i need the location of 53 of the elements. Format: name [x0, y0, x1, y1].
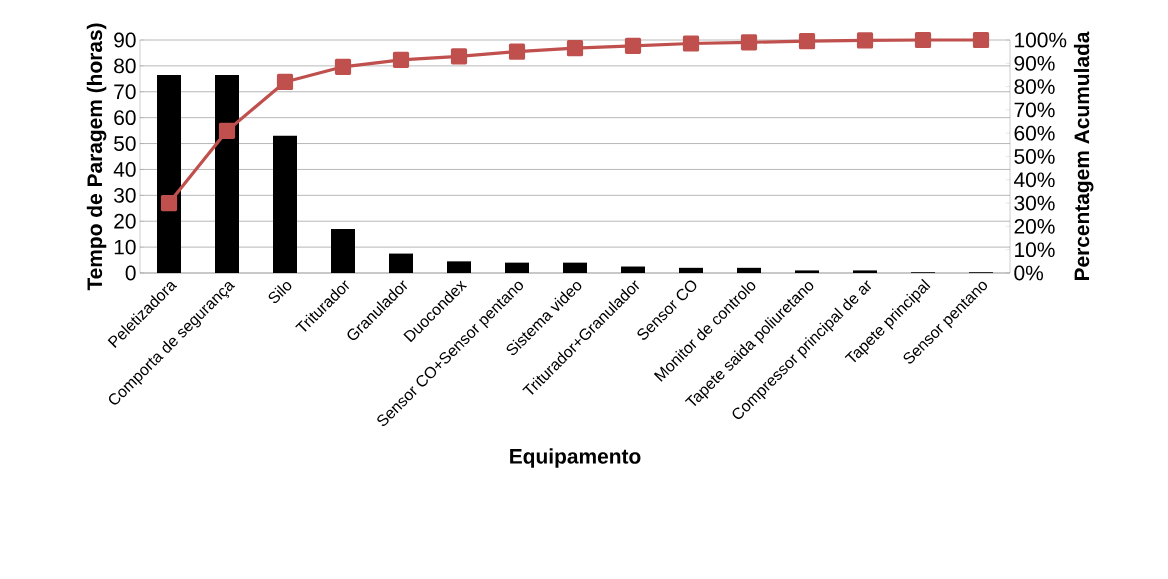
- y-tick-label: 90: [114, 32, 136, 48]
- point: [450, 48, 468, 65]
- y-axis-title: Tempo de Paragem (horas): [86, 23, 107, 291]
- y-tick-label: 60: [114, 110, 136, 126]
- y2-axis-title: Percentagem Acumulada: [1073, 31, 1094, 281]
- bar: [447, 261, 471, 273]
- point: [682, 35, 700, 52]
- bar: [505, 262, 529, 273]
- y-tick-label: 30: [114, 187, 136, 203]
- y2-tick-label: 30%: [1014, 195, 1055, 211]
- bar: [737, 267, 762, 273]
- bar: [157, 74, 181, 273]
- point: [160, 194, 178, 212]
- point: [972, 31, 990, 49]
- bar: [621, 266, 646, 273]
- y2-tick-label: 100%: [1015, 32, 1067, 48]
- point: [624, 37, 642, 54]
- x-axis-title: Equipamento: [510, 448, 641, 468]
- y-tick-label: 50: [114, 136, 136, 151]
- bar: [389, 253, 413, 273]
- y2-tick-label: 0%: [1014, 265, 1044, 281]
- y-tick-label: 0: [125, 265, 136, 281]
- bar: [331, 228, 355, 273]
- y2-tick-label: 10%: [1015, 242, 1055, 258]
- bar: [679, 267, 704, 273]
- y2-tick-label: 60%: [1014, 125, 1055, 141]
- bar: [273, 135, 297, 273]
- point: [218, 122, 236, 139]
- bar: [853, 270, 878, 273]
- point: [334, 58, 352, 75]
- y2-tick-label: 80%: [1014, 79, 1055, 94]
- point: [566, 40, 584, 57]
- y-tick-label: 20: [114, 213, 136, 229]
- y2-tick-label: 90%: [1014, 55, 1055, 71]
- y-tick-label: 80: [114, 58, 136, 74]
- point: [914, 31, 932, 49]
- bar: [795, 270, 820, 273]
- y2-tick-label: 40%: [1014, 172, 1055, 188]
- bar: [563, 262, 588, 273]
- y2-tick-label: 50%: [1014, 149, 1055, 164]
- point: [856, 32, 874, 49]
- y2-tick-label: 20%: [1014, 218, 1055, 234]
- y-tick-label: 10: [114, 239, 136, 255]
- y-tick-label: 70: [114, 84, 136, 100]
- point: [508, 43, 526, 60]
- point: [276, 73, 294, 91]
- point: [798, 33, 816, 50]
- y2-tick-label: 70%: [1014, 102, 1055, 118]
- point: [392, 51, 410, 68]
- y-tick-label: 40: [113, 162, 136, 177]
- point: [740, 34, 758, 51]
- bar: [215, 74, 239, 273]
- x-tick-label: Silo: [268, 281, 292, 304]
